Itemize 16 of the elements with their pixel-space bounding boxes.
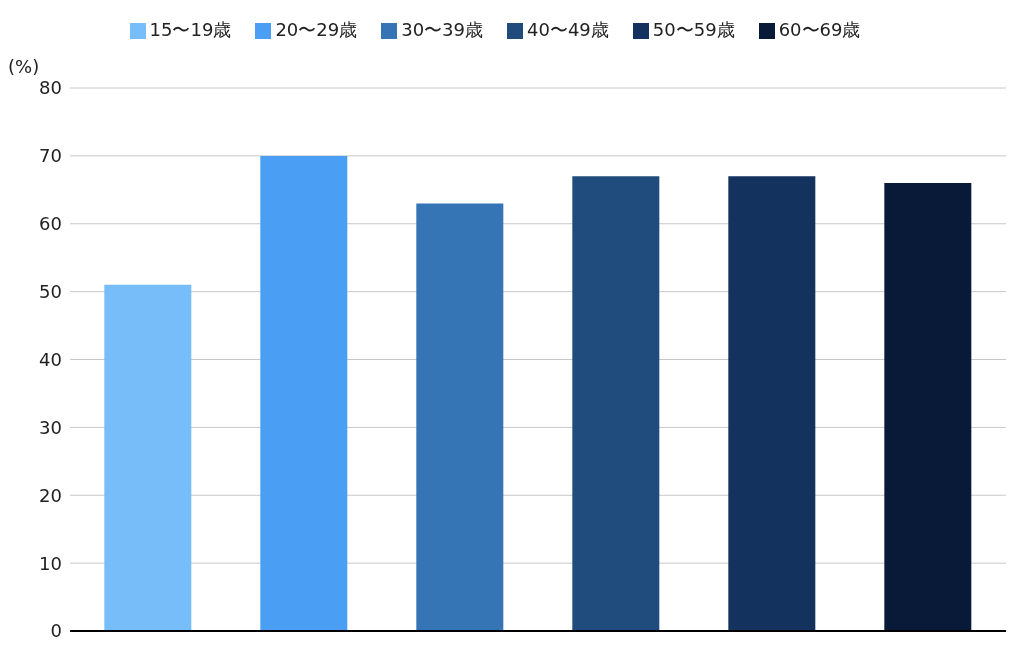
y-tick-label: 60 <box>39 213 62 235</box>
y-tick-label: 70 <box>39 145 62 167</box>
legend-label: 15〜19歳 <box>149 19 232 40</box>
legend-label: 30〜39歳 <box>401 19 483 40</box>
y-tick-label: 10 <box>39 552 62 574</box>
legend-label: 40〜49歳 <box>527 19 609 40</box>
legend-label: 20〜29歳 <box>275 19 358 40</box>
legend-label: 50〜59歳 <box>652 19 735 40</box>
y-tick-label: 20 <box>39 484 62 506</box>
y-axis-title: (%) <box>8 56 40 77</box>
y-tick-label: 80 <box>39 77 62 99</box>
y-tick-label: 50 <box>39 281 62 303</box>
y-tick-label: 0 <box>50 620 62 642</box>
legend-label: 60〜69歳 <box>778 19 861 40</box>
y-tick-label: 40 <box>39 348 62 370</box>
y-tick-label: 30 <box>39 416 62 438</box>
